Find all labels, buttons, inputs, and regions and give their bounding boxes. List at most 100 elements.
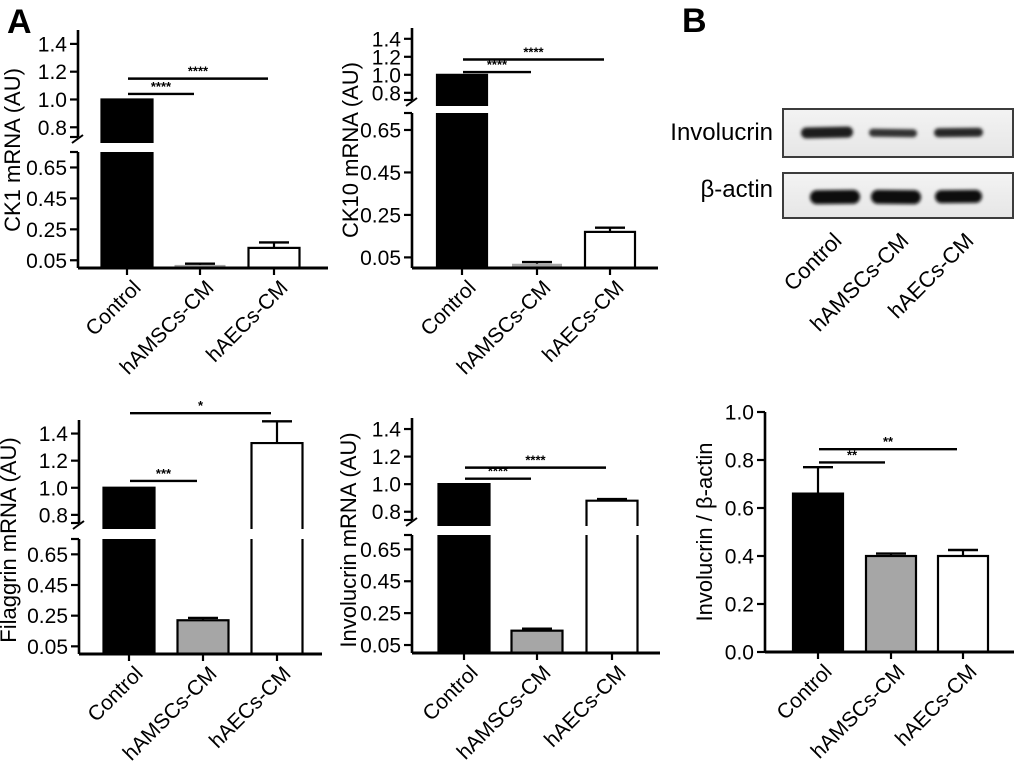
significance-stars: ** [883,434,894,449]
bar-outline [585,535,639,653]
significance-stars: **** [151,79,172,94]
panel-b-label: B [682,2,707,40]
bar-control [791,466,845,654]
blot-band [934,127,983,138]
y-tick-label: 1.2 [372,46,401,69]
bar-upper-segment [103,487,155,529]
bar-outline [100,152,154,268]
y-axis-label: Filaggrin mRNA (AU) [0,437,21,642]
significance-stars: ** [847,447,858,462]
bar-hamscs-cm [174,262,226,268]
bar-control [100,98,154,268]
bar-outline [435,113,489,268]
western-blot: Involucrinβ-actinControlhAMSCs-CMhAECs-C… [670,108,1014,336]
significance-stars: **** [523,45,544,60]
bar-lower-segment [103,539,155,654]
bar-lower-segment [101,152,153,268]
panel-a-label: A [7,3,32,41]
y-axis-label: CK1 mRNA (AU) [0,68,25,232]
bar-rect [174,264,226,268]
axes: 0.0 0.2 0.4 0.6 0.8 1.0 [725,402,1014,665]
y-axis-label: CK10 mRNA (AU) [338,62,363,238]
y-tick-label: 1.0 [725,402,754,425]
y-tick-label: 1.2 [39,450,68,473]
y-tick-label: 0.25 [27,605,68,628]
bar-haecs-cm [585,497,639,653]
y-tick-label: 0.8 [725,450,754,473]
blot-band [810,189,860,205]
blot-row-label: β-actin [701,176,774,203]
axes: 0.81.01.21.4 0.05 0.25 0.45 0.65 [360,28,658,275]
y-tick-label: 1.4 [38,33,68,56]
blot-row-label: Involucrin [670,119,773,146]
y-tick-label: 0.45 [27,575,68,598]
x-category-label-control: Control [83,662,147,726]
y-tick-label: 0.25 [26,219,67,242]
y-tick-label: 0.05 [360,247,401,270]
bar-rect [791,492,845,654]
y-tick-label: 1.0 [372,474,401,497]
bar-control [437,483,491,653]
bar-haecs-cm [250,420,304,654]
bar-haecs-cm [247,241,301,270]
bar-haecs-cm [936,548,990,654]
bar-outline [437,535,491,653]
bar-rect [247,246,301,270]
x-category-label-control: Control [418,661,482,725]
bar-lower-segment [438,535,490,653]
y-tick-label: 1.0 [372,64,401,87]
y-tick-label: 1.0 [38,89,67,112]
y-tick-label: 0.05 [27,636,68,659]
axes: 0.81.01.21.40.050.250.450.65 [27,420,322,661]
bar-upper-segment [101,99,153,143]
y-tick-label: 0.65 [360,119,401,142]
y-tick-label: 1.4 [372,419,402,442]
bar-upper-segment [586,500,638,526]
y-tick-label: 0.65 [26,157,67,180]
bar-outline [437,483,491,526]
y-tick-label: 0.8 [38,117,67,140]
y-tick-label: 0.8 [372,501,401,524]
y-tick-label: 0.65 [27,544,68,567]
significance-stars: **** [487,57,508,72]
y-tick-label: 0.0 [725,642,754,665]
y-axis-label: Involucrin mRNA (AU) [336,432,361,647]
bar-lower-segment [586,535,638,653]
y-tick-label: 0.45 [360,162,401,185]
significance-stars: **** [525,453,546,468]
y-tick-label: 0.8 [372,82,401,105]
y-tick-label: 0.8 [39,504,68,527]
blot-band [801,126,853,139]
axis-break-mark [405,517,418,527]
axes: 0.81.01.21.40.050.250.450.65 [26,30,328,275]
bar-upper-segment [437,74,487,106]
y-tick-label: 0.45 [26,188,67,211]
bar-hamscs-cm [512,260,562,268]
bar-outline [435,73,489,106]
x-category-label-haecs-cm: hAECs-CM [540,661,631,752]
bar-control [435,73,489,268]
blot-lane-label: Control [779,228,847,296]
axis-break-mark [71,134,84,144]
blot-band [935,189,982,204]
blot-band [871,189,921,205]
bar-outline [250,539,304,654]
chart-inv_bactin: 0.0 0.2 0.4 0.6 0.8 1.0 Involucrin / β-actin Co… [692,402,1014,763]
y-tick-label: 1.4 [372,28,402,51]
blot-band [869,128,917,138]
y-tick-label: 0.25 [360,204,401,227]
y-tick-label: 0.6 [725,498,754,521]
significance-stars: **** [188,64,209,79]
bar-rect [510,629,564,655]
chart-filaggrin: 0.8 1.0 1.2 1.4 0.05 0.25 0.45 0.65 Filaggrin mR… [0,398,322,765]
y-tick-label: 1.4 [39,423,69,446]
axes: 0.81.01.21.40.050.250.450.65 [360,418,660,660]
y-tick-label: 0.65 [360,539,401,562]
y-tick-label: 0.45 [360,571,401,594]
significance-stars: **** [488,464,509,479]
bar-hamscs-cm [864,552,918,654]
